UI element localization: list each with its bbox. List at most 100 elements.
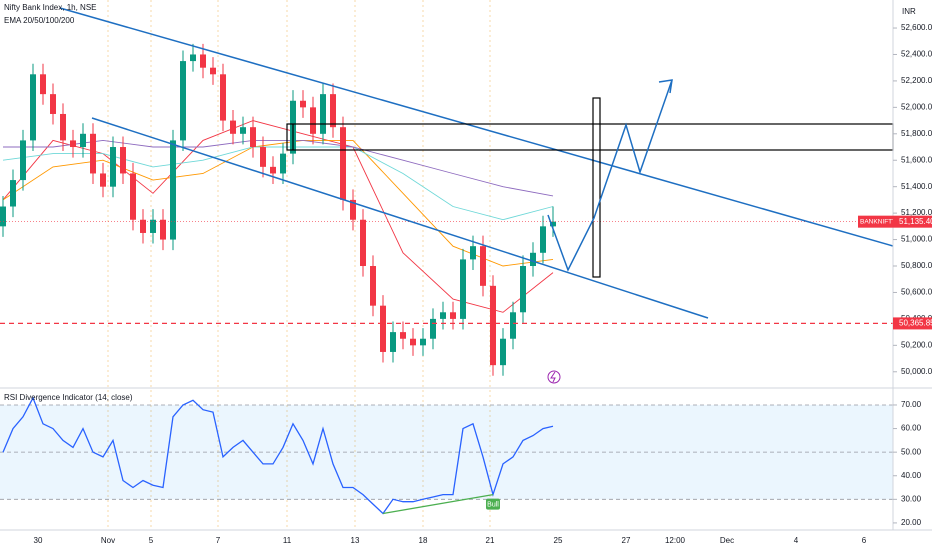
y-tick-label: 51,200.00 [901, 208, 932, 217]
projection [547, 79, 673, 272]
event-icon [547, 370, 561, 384]
candle-body [250, 127, 256, 148]
candle-body [130, 173, 136, 220]
trendline [59, 7, 894, 247]
y-tick-label: 50.00 [901, 447, 922, 456]
y-tick-label: 50,000.00 [901, 367, 932, 376]
ticker-label: BANKNIFTY [860, 218, 897, 225]
x-tick-label: 30 [34, 536, 43, 545]
candle-body [150, 219, 156, 233]
candle-body [350, 199, 356, 220]
candle-body [540, 226, 546, 253]
candle-body [230, 120, 236, 134]
range-box [592, 97, 601, 278]
candle-body [360, 219, 366, 267]
y-tick-label: 70.00 [901, 400, 922, 409]
candle-body [140, 219, 146, 233]
candle-body [400, 332, 406, 339]
level-badge [893, 317, 932, 330]
candle-body [90, 133, 96, 174]
candle-body [470, 246, 476, 260]
x-tick-label: 11 [283, 536, 292, 545]
candle-body [210, 67, 216, 75]
axes: 50,000.0050,200.0050,400.0050,600.0050,8… [34, 23, 932, 545]
candle-body [190, 54, 196, 62]
line-series [2, 396, 554, 515]
candle-body [260, 147, 266, 167]
x-tick-label: 27 [622, 536, 631, 545]
candle-body [480, 246, 486, 286]
divergence-line [382, 493, 494, 515]
candle-body [110, 147, 116, 187]
candle-body [300, 100, 306, 108]
level-label: 50,365.85 [899, 319, 932, 328]
y-tick-label: 51,400.00 [901, 182, 932, 191]
candle-body [490, 285, 496, 366]
candle-body [310, 107, 316, 134]
rsi-title: RSI Divergence Indicator (14, close) [4, 393, 133, 402]
candle-body [0, 206, 6, 227]
candle-body [270, 166, 276, 174]
y-tick-label: 52,400.00 [901, 50, 932, 59]
candle-body [520, 266, 526, 313]
y-tick-label: 60.00 [901, 424, 922, 433]
divergence-label: Bull [487, 501, 499, 508]
candle-body [340, 127, 346, 200]
y-tick-label: 30.00 [901, 494, 922, 503]
x-tick-label: 4 [794, 536, 799, 545]
candle-body [330, 94, 336, 128]
projection-arrow [658, 79, 673, 94]
candle-body [40, 74, 46, 95]
x-tick-label: 12:00 [665, 536, 686, 545]
y-tick-label: 51,000.00 [901, 235, 932, 244]
x-tick-label: Dec [720, 536, 734, 545]
last-price-label: 51,135.40 [899, 217, 932, 226]
drawings [59, 7, 894, 384]
x-tick-label: 18 [419, 536, 428, 545]
candle-body [390, 332, 396, 352]
x-tick-label: 13 [351, 536, 360, 545]
candle-body [180, 61, 186, 141]
y-tick-label: 50,800.00 [901, 261, 932, 270]
x-tick-label: 25 [554, 536, 563, 545]
ticker-badge [858, 215, 893, 228]
chart-title: Nifty Bank Index, 1h, NSE [4, 3, 97, 12]
candle-body [220, 74, 226, 121]
candle-body [440, 312, 446, 319]
x-tick-label: 21 [486, 536, 495, 545]
x-tick-label: 7 [216, 536, 221, 545]
candle-body [70, 140, 76, 148]
candle-body [380, 305, 386, 352]
candle-body [80, 133, 86, 148]
y-tick-label: 51,800.00 [901, 129, 932, 138]
event-icon-bolt [550, 371, 556, 383]
indicator-title: EMA 20/50/100/200 [4, 16, 75, 25]
candle-body [50, 94, 56, 114]
candle-body [550, 221, 556, 227]
session-lines [107, 0, 491, 530]
candle-body [420, 338, 426, 346]
y-tick-label: 52,600.00 [901, 23, 932, 32]
x-tick-label: 6 [862, 536, 867, 545]
candle-body [170, 140, 176, 240]
y-tick-label: 52,200.00 [901, 76, 932, 85]
currency-label: INR [902, 7, 916, 16]
y-tick-label: 20.00 [901, 518, 922, 527]
candle-body [530, 252, 536, 267]
candle-body [120, 147, 126, 174]
candle-body [100, 173, 106, 187]
candle-body [460, 259, 466, 319]
candle-body [160, 219, 166, 240]
candle-body [10, 180, 16, 207]
candle-body [240, 127, 246, 134]
y-tick-label: 52,000.00 [901, 102, 932, 111]
candle-body [320, 94, 326, 134]
candle-body [510, 312, 516, 339]
candle-body [430, 318, 436, 339]
last-price-badge [893, 215, 932, 228]
candle-body [450, 312, 456, 319]
y-tick-label: 51,600.00 [901, 155, 932, 164]
candle-body [60, 113, 66, 141]
trendline [91, 117, 709, 319]
